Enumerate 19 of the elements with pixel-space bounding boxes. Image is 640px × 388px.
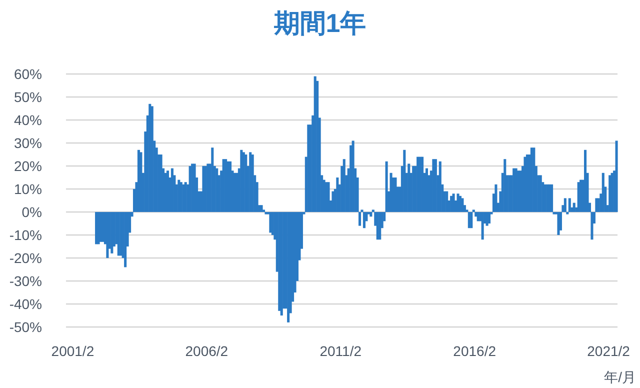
y-tick-label: 60% <box>14 66 42 82</box>
y-tick-label: 20% <box>14 158 42 174</box>
x-axis-title: 年/月 <box>604 369 636 385</box>
y-tick-label: -50% <box>9 319 42 335</box>
x-tick-label: 2021/2 <box>587 343 630 359</box>
y-tick-label: -10% <box>9 227 42 243</box>
x-tick-label: 2016/2 <box>453 343 496 359</box>
y-tick-label: 30% <box>14 135 42 151</box>
y-tick-label: 0% <box>22 204 42 220</box>
x-tick-label: 2011/2 <box>320 343 362 359</box>
x-tick-label: 2001/2 <box>51 343 94 359</box>
y-tick-label: 50% <box>14 89 42 105</box>
y-tick-label: -40% <box>9 296 42 312</box>
x-tick-label: 2006/2 <box>185 343 228 359</box>
y-tick-label: 40% <box>14 112 42 128</box>
chart-title: 期間1年 <box>272 8 366 38</box>
y-tick-label: 10% <box>14 181 42 197</box>
y-tick-label: -20% <box>9 250 42 266</box>
y-tick-label: -30% <box>9 273 42 289</box>
